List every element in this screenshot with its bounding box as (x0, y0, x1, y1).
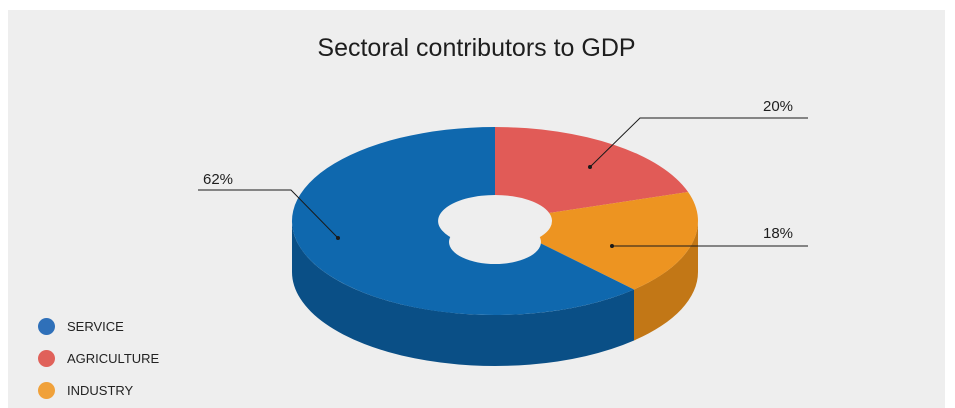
data-label-agriculture: 20% (763, 98, 793, 115)
legend-item-service: SERVICE (38, 310, 159, 342)
legend-swatch-service (38, 317, 55, 335)
legend-item-industry: INDUSTRY (38, 374, 159, 406)
data-label-service: 62% (203, 171, 233, 188)
slice-side-service (292, 221, 634, 366)
data-label-industry: 18% (763, 225, 793, 242)
chart-panel: Sectoral contributors to GDP 62% 20% 18% S… (8, 10, 945, 408)
callout-dot-service (336, 236, 340, 240)
callout-line-service (198, 189, 339, 239)
slice-agriculture (495, 127, 689, 213)
legend: SERVICE AGRICULTURE INDUSTRY (38, 310, 159, 406)
slice-service (291, 127, 634, 315)
callout-line-agriculture (589, 117, 808, 168)
callout-dot-agriculture (588, 165, 592, 169)
slice-side-industry (634, 221, 698, 341)
legend-label: SERVICE (67, 318, 124, 334)
legend-item-agriculture: AGRICULTURE (38, 342, 159, 374)
legend-swatch-industry (38, 381, 55, 399)
donut-hole-floor (449, 220, 541, 264)
slice-industry (534, 192, 698, 290)
callout-dot-industry (610, 244, 614, 248)
legend-label: INDUSTRY (67, 382, 134, 398)
donut-chart: 62% 20% 18% (198, 98, 808, 366)
chart-title: Sectoral contributors to GDP (317, 34, 636, 62)
legend-label: AGRICULTURE (67, 350, 160, 366)
legend-swatch-agriculture (38, 349, 55, 367)
